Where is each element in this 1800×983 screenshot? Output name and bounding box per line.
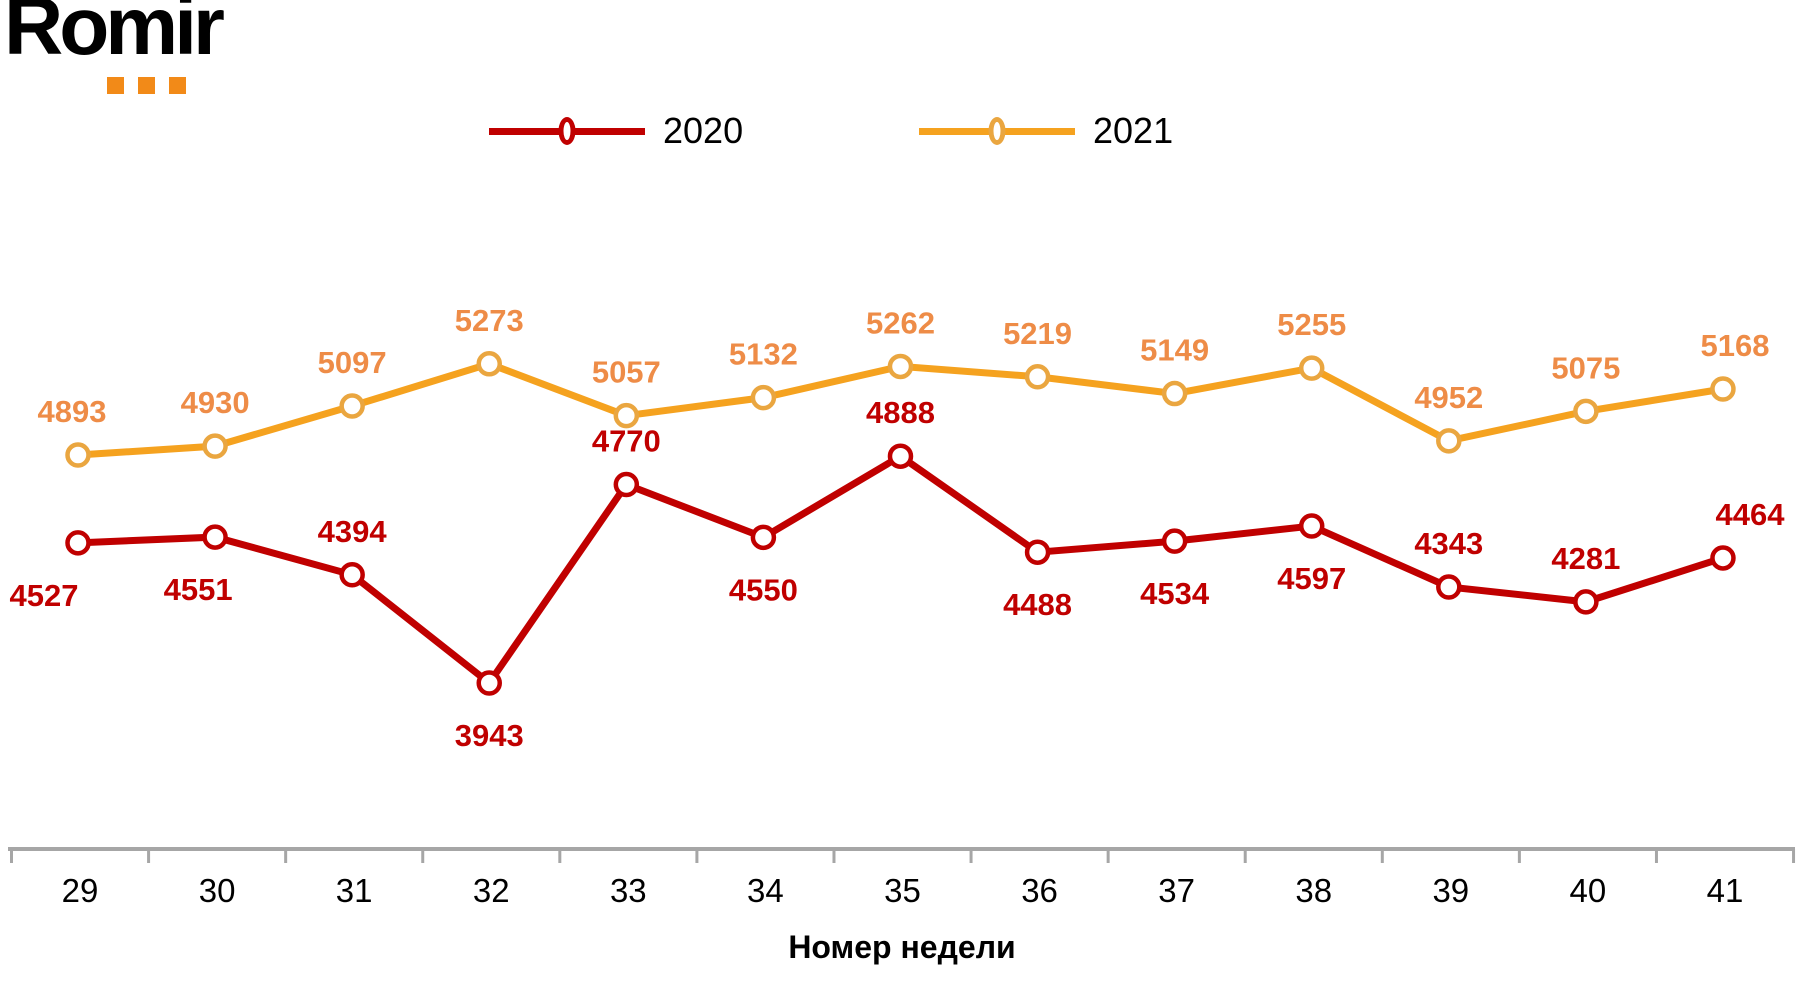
data-label-2020: 4281 xyxy=(1551,541,1620,576)
data-label-2020: 4534 xyxy=(1140,576,1210,611)
data-point-2021 xyxy=(339,393,365,419)
data-label-2020: 4597 xyxy=(1277,561,1346,596)
data-point-2020 xyxy=(1710,545,1736,571)
x-tick-label: 39 xyxy=(1432,872,1469,909)
data-point-2020 xyxy=(339,562,365,588)
data-point-2021 xyxy=(887,353,914,380)
data-label-2021: 5255 xyxy=(1277,307,1346,342)
legend-item-2020: 2020 xyxy=(489,108,743,154)
data-point-2020 xyxy=(1436,574,1462,600)
data-point-2021 xyxy=(476,351,502,377)
x-tick-label: 33 xyxy=(610,872,647,909)
romir-logo: Romir xyxy=(0,0,300,110)
legend-marker-icon-2021 xyxy=(988,117,1006,145)
data-label-2021: 5097 xyxy=(318,345,387,380)
data-label-2021: 4893 xyxy=(38,394,107,429)
data-label-2020: 4550 xyxy=(729,572,798,607)
series-2020: 4527 4551 4394 3943 4770 4550 4888 4488 4534 4597… xyxy=(10,395,1786,753)
x-tick-label: 38 xyxy=(1295,872,1332,909)
data-label-2021: 4930 xyxy=(181,385,250,420)
logo-dot-icon xyxy=(107,77,124,94)
series-2021: 4893 4930 5097 5273 5057 5132 5262 5219 5149 5255… xyxy=(38,303,1769,468)
x-tick-label: 35 xyxy=(884,872,921,909)
data-point-2020 xyxy=(1573,589,1599,615)
data-label-2021: 5132 xyxy=(729,337,798,372)
x-tick-label: 34 xyxy=(747,872,784,909)
legend-marker-icon-2020 xyxy=(558,117,576,145)
data-label-2020: 3943 xyxy=(455,718,524,753)
data-label-2021: 4952 xyxy=(1414,380,1483,415)
data-label-2021: 5273 xyxy=(455,303,524,338)
series-line-2020 xyxy=(77,452,1725,689)
data-point-2021 xyxy=(65,442,91,468)
data-label-2021: 5168 xyxy=(1700,328,1769,363)
legend-line-sample-2020 xyxy=(489,117,645,145)
data-label-2020: 4551 xyxy=(164,572,233,607)
logo-dots xyxy=(107,77,186,94)
data-label-2020: 4488 xyxy=(1003,587,1072,622)
data-label-2021: 5219 xyxy=(1003,316,1072,351)
data-point-2020 xyxy=(65,530,91,556)
data-point-2021 xyxy=(1436,428,1462,454)
chart-series: 4527 4551 4394 3943 4770 4550 4888 4488 4534 4597… xyxy=(10,303,1786,753)
data-point-2021 xyxy=(1573,398,1599,425)
data-label-2020: 4888 xyxy=(866,395,935,430)
data-point-2021 xyxy=(1298,355,1325,381)
data-point-2021 xyxy=(613,402,640,429)
legend-line-sample-2021 xyxy=(919,117,1075,145)
data-label-2020: 4343 xyxy=(1414,526,1483,561)
data-point-2020 xyxy=(1161,528,1188,554)
data-label-2021: 5075 xyxy=(1551,350,1620,385)
data-label-2021: 5149 xyxy=(1140,333,1209,368)
data-point-2020 xyxy=(887,443,914,469)
data-point-2020 xyxy=(202,524,228,550)
x-tick-label: 32 xyxy=(473,872,510,909)
data-point-2020 xyxy=(476,670,502,696)
x-tick-label: 29 xyxy=(62,872,99,909)
x-tick-label: 36 xyxy=(1021,872,1058,909)
data-label-2020: 4527 xyxy=(10,578,79,613)
data-label-2021: 5057 xyxy=(592,355,661,390)
chart-axis: 29 30 31 32 33 34 35 36 37 38 39 40 41 xyxy=(8,847,1796,909)
data-point-2020 xyxy=(613,471,640,498)
x-tick-label: 30 xyxy=(199,872,236,909)
legend-label-2020: 2020 xyxy=(663,110,744,151)
x-tick-label: 40 xyxy=(1570,872,1607,909)
data-label-2020: 4394 xyxy=(318,514,388,549)
data-point-2021 xyxy=(1161,380,1188,407)
data-point-2021 xyxy=(1024,364,1051,390)
data-point-2021 xyxy=(1710,376,1736,402)
data-label-2020: 4770 xyxy=(592,424,661,459)
data-point-2020 xyxy=(1024,539,1051,565)
x-tick-label: 31 xyxy=(336,872,373,909)
data-point-2021 xyxy=(202,433,228,459)
data-point-2020 xyxy=(1298,513,1325,539)
logo-wordmark: Romir xyxy=(4,0,225,72)
x-tick-label: 41 xyxy=(1707,872,1744,909)
data-label-2020: 4464 xyxy=(1715,497,1785,532)
x-tick-label: 37 xyxy=(1158,872,1195,909)
legend-item-2021: 2021 xyxy=(919,108,1173,154)
data-label-2021: 5262 xyxy=(866,305,935,340)
x-axis-title: Номер недели xyxy=(788,929,1015,965)
data-point-2021 xyxy=(750,384,777,411)
data-point-2020 xyxy=(750,524,777,551)
logo-dot-icon xyxy=(138,77,155,94)
legend-label-2021: 2021 xyxy=(1093,110,1174,151)
logo-dot-icon xyxy=(169,77,186,94)
